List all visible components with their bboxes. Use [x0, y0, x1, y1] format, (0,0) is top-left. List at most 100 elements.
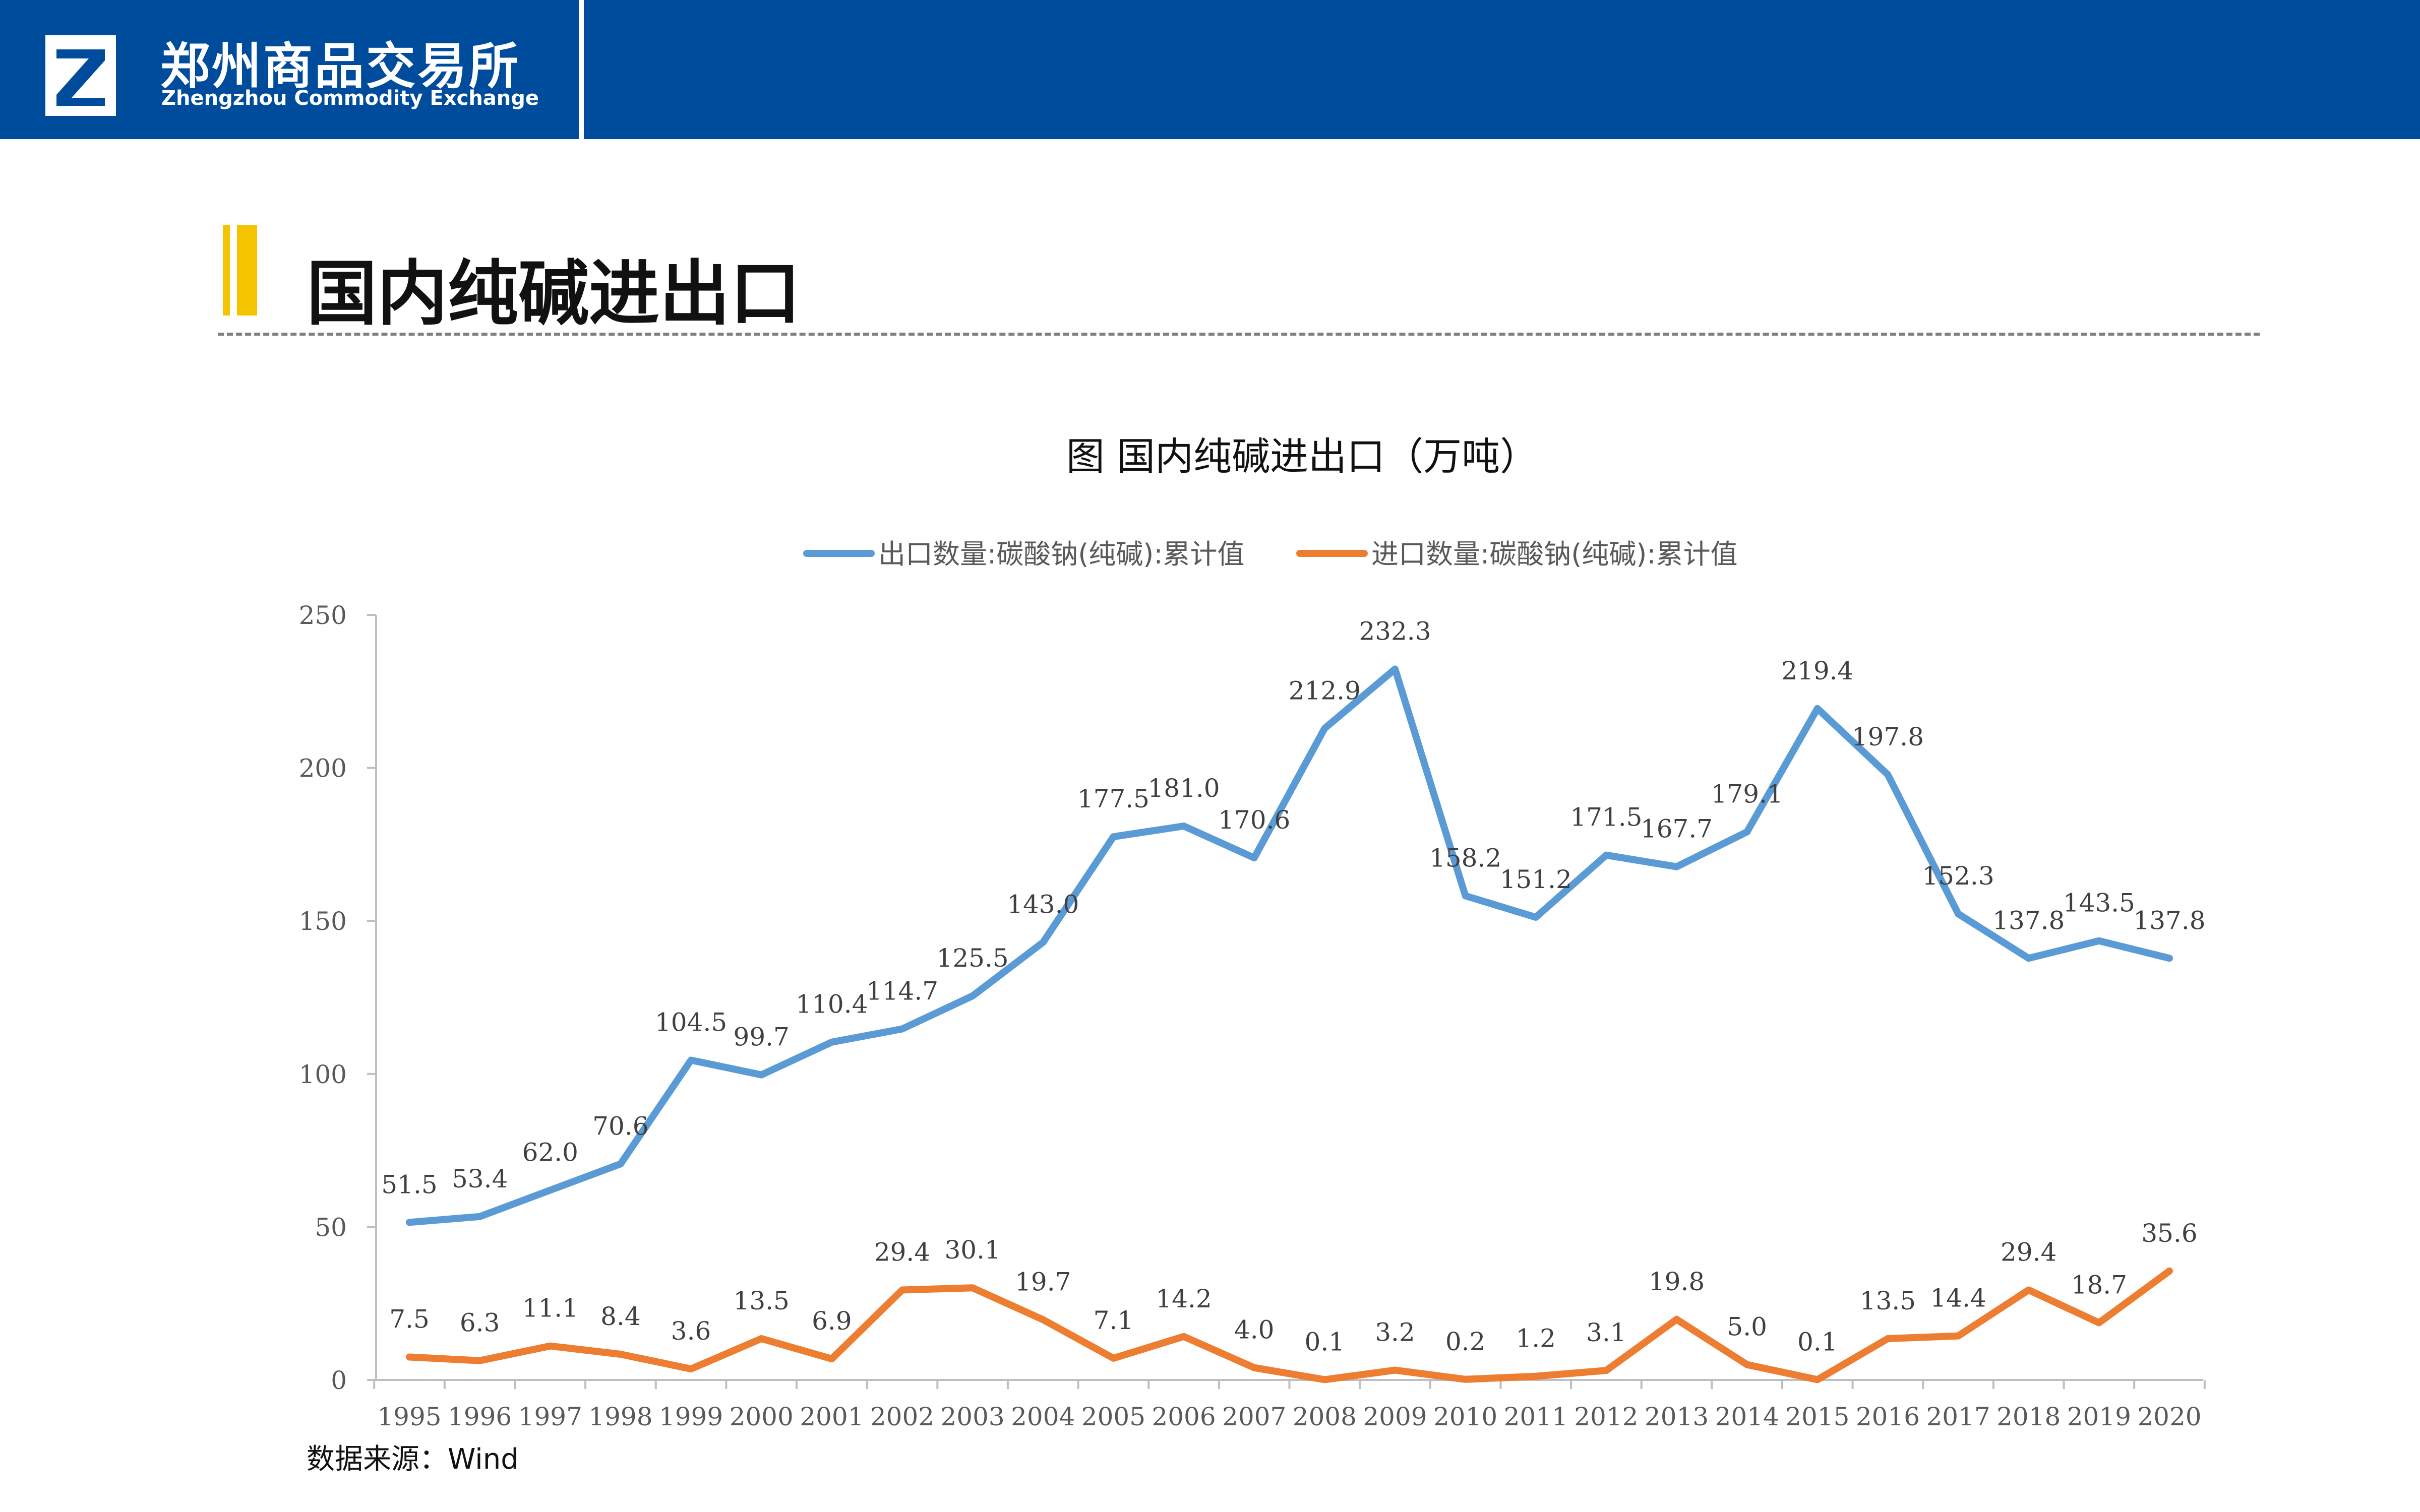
data-point	[761, 1338, 762, 1340]
data-point	[2098, 940, 2100, 941]
data-label: 4.0	[1234, 1315, 1275, 1345]
data-point	[620, 1163, 621, 1165]
zce-logo-icon	[45, 35, 116, 116]
data-label: 53.4	[452, 1164, 508, 1193]
data-label: 62.0	[522, 1138, 578, 1167]
data-label: 212.9	[1289, 676, 1361, 705]
data-label: 143.5	[2063, 889, 2135, 918]
data-label: 18.7	[2071, 1270, 2127, 1299]
legend-label: 出口数量:碳酸钠(纯碱):累计值	[878, 538, 1245, 570]
data-point	[690, 1368, 692, 1370]
y-tick-label: 100	[299, 1060, 347, 1089]
data-point	[1887, 774, 1889, 775]
data-point	[550, 1345, 551, 1347]
data-point	[972, 995, 974, 996]
x-tick-label: 2012	[1574, 1402, 1638, 1431]
data-label: 143.0	[1007, 890, 1079, 919]
y-tick-label: 200	[299, 754, 347, 783]
data-label: 29.4	[2001, 1237, 2056, 1267]
data-label: 3.2	[1375, 1318, 1415, 1347]
data-point	[1113, 1357, 1114, 1359]
x-tick-label: 2011	[1504, 1402, 1568, 1431]
data-point	[1817, 708, 1818, 709]
x-tick-label: 2013	[1645, 1402, 1709, 1431]
x-tick-label: 2015	[1785, 1402, 1849, 1431]
x-tick-label: 2010	[1433, 1402, 1497, 1431]
data-point	[690, 1059, 692, 1061]
data-label: 11.1	[522, 1294, 578, 1323]
data-label: 177.5	[1077, 784, 1150, 813]
data-point	[2169, 1270, 2170, 1272]
x-tick-label: 1997	[518, 1402, 582, 1431]
data-point	[550, 1189, 551, 1191]
series-line-export	[406, 665, 2173, 1226]
x-tick-label: 2009	[1363, 1402, 1427, 1431]
data-label: 170.6	[1218, 805, 1290, 835]
x-tick-label: 2019	[2067, 1402, 2131, 1431]
x-tick-label: 2020	[2137, 1402, 2201, 1431]
x-tick-label: 2001	[800, 1402, 864, 1431]
data-label: 179.1	[1711, 780, 1783, 809]
data-label: 158.2	[1429, 843, 1501, 872]
data-label: 110.4	[796, 990, 868, 1019]
data-point	[1676, 866, 1677, 867]
data-label: 125.5	[937, 943, 1009, 973]
data-label: 8.4	[600, 1302, 641, 1331]
data-label: 7.5	[389, 1304, 430, 1334]
data-label: 171.5	[1570, 803, 1642, 832]
x-tick-label: 2014	[1715, 1402, 1779, 1431]
data-point	[1253, 857, 1255, 859]
title-divider	[218, 333, 2260, 336]
data-label: 1.2	[1516, 1324, 1556, 1353]
x-tick-label: 2003	[940, 1402, 1004, 1431]
data-point	[1183, 1336, 1185, 1337]
data-label: 152.3	[1922, 861, 1994, 891]
data-point	[1183, 825, 1185, 827]
data-label: 104.5	[655, 1007, 727, 1037]
x-tick-label: 2016	[1856, 1402, 1920, 1431]
data-label: 3.6	[671, 1316, 711, 1346]
data-label: 6.3	[460, 1308, 500, 1338]
data-point	[1958, 1335, 1959, 1337]
x-tick-label: 2005	[1081, 1402, 1145, 1431]
data-label: 13.5	[734, 1286, 790, 1315]
x-tick-label: 1999	[659, 1402, 723, 1431]
data-label: 137.8	[1992, 906, 2065, 935]
y-tick-label: 150	[299, 907, 347, 936]
x-tick-label: 2004	[1011, 1402, 1075, 1431]
data-point	[1324, 728, 1325, 729]
data-point	[620, 1353, 621, 1355]
y-tick-label: 250	[299, 601, 347, 630]
data-label: 19.8	[1649, 1267, 1705, 1296]
data-label: 70.6	[592, 1111, 648, 1141]
data-point	[409, 1222, 410, 1223]
data-point	[1113, 836, 1114, 838]
data-label: 14.2	[1156, 1284, 1212, 1313]
data-point	[831, 1358, 832, 1360]
x-tick-label: 2000	[730, 1402, 794, 1431]
page-title: 国内纯碱进出口	[307, 253, 801, 335]
data-point	[901, 1289, 903, 1291]
data-point	[1324, 1379, 1325, 1380]
data-point	[1605, 1370, 1607, 1371]
x-tick-label: 2007	[1222, 1402, 1286, 1431]
data-label: 137.8	[2133, 906, 2205, 935]
y-tick-label: 50	[315, 1213, 347, 1242]
y-tick-label: 0	[331, 1366, 347, 1395]
brand-name-en: Zhengzhou Commodity Exchange	[161, 87, 539, 110]
data-point	[1958, 913, 1959, 915]
x-tick-label: 1995	[377, 1402, 441, 1431]
data-point	[1676, 1318, 1677, 1320]
brand-name-cn: 郑州商品交易所	[160, 38, 521, 95]
data-point	[1746, 831, 1748, 833]
data-point	[1042, 941, 1044, 943]
data-label: 114.7	[866, 977, 938, 1006]
data-source-note: 数据来源：Wind	[307, 1443, 519, 1476]
data-point	[1394, 1369, 1396, 1371]
title-accent-bar	[223, 225, 230, 316]
data-label: 0.2	[1445, 1327, 1486, 1356]
data-point	[1535, 1375, 1537, 1377]
data-point	[1746, 1364, 1748, 1365]
chart-series	[406, 665, 2173, 1383]
